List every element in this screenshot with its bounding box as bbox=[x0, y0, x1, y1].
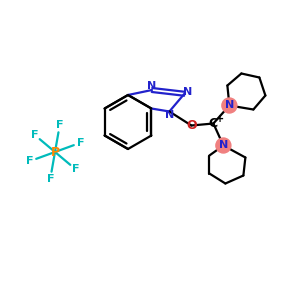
Circle shape bbox=[222, 98, 237, 113]
Text: F: F bbox=[26, 156, 33, 166]
Text: F: F bbox=[72, 164, 80, 174]
Circle shape bbox=[216, 138, 231, 153]
Text: O: O bbox=[186, 119, 197, 132]
Text: P: P bbox=[50, 146, 60, 158]
Text: N: N bbox=[165, 110, 174, 121]
Text: N: N bbox=[225, 100, 234, 110]
Text: F: F bbox=[76, 138, 84, 148]
Text: N: N bbox=[219, 140, 228, 151]
Text: F: F bbox=[31, 130, 38, 140]
Text: N: N bbox=[147, 81, 157, 91]
Text: F: F bbox=[46, 174, 54, 184]
Text: +: + bbox=[216, 113, 224, 124]
Text: F: F bbox=[56, 120, 63, 130]
Text: N: N bbox=[183, 87, 192, 97]
Text: C: C bbox=[209, 117, 218, 130]
